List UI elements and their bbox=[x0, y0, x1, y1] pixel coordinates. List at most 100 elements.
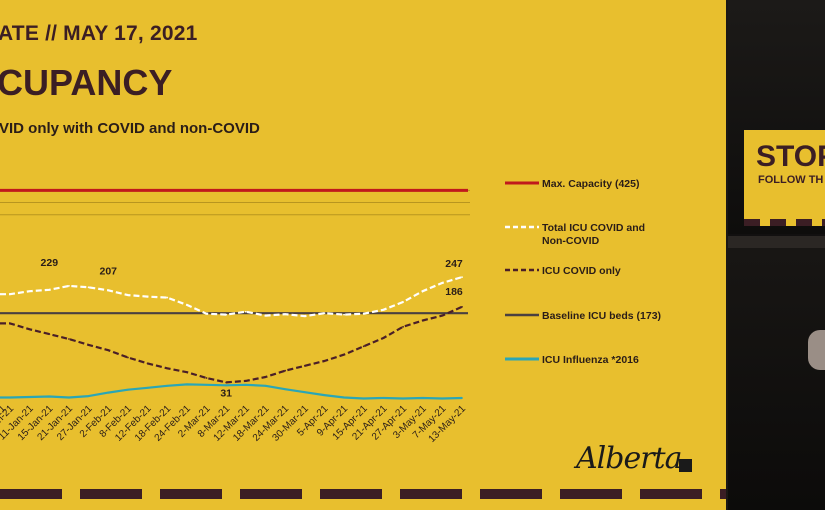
data-labels: 229 207 31 247 186 bbox=[41, 257, 463, 400]
series-2-point-7 bbox=[146, 386, 149, 389]
stop-sign-subtext: FOLLOW TH bbox=[758, 174, 824, 186]
data-label-0: 229 bbox=[41, 257, 59, 269]
page-title: CUPANCY bbox=[0, 62, 173, 103]
series-2-point-2 bbox=[48, 395, 51, 398]
chart-legend: Max. Capacity (425) Total ICU COVID andNo… bbox=[505, 178, 661, 366]
alberta-logo: Alberta bbox=[576, 441, 682, 476]
legend-label-1: Total ICU COVID and bbox=[542, 222, 645, 234]
series-1-point-15 bbox=[303, 364, 306, 367]
series-1-point-17 bbox=[343, 353, 345, 356]
series-1-point-14 bbox=[284, 369, 287, 372]
legend-label-4: ICU Influenza *2016 bbox=[542, 354, 639, 366]
series-1-point-7 bbox=[146, 362, 149, 365]
series-1-point-10 bbox=[205, 377, 208, 379]
series-2-point-8 bbox=[166, 384, 169, 387]
stop-sign-banner: STOP FOLLOW TH bbox=[744, 130, 825, 226]
legend-label-3: Baseline ICU beds (173) bbox=[542, 310, 661, 322]
series-1-point-12 bbox=[244, 380, 247, 382]
series-2-point-5 bbox=[107, 391, 110, 394]
series-2-point-10 bbox=[205, 383, 208, 386]
series-2-point-3 bbox=[68, 396, 70, 399]
webcam-panel: STOP FOLLOW TH bbox=[728, 0, 825, 510]
series-2-point-17 bbox=[343, 396, 345, 399]
series-1-point-20 bbox=[402, 325, 404, 328]
series-0-point-23 bbox=[461, 276, 463, 278]
page-subtitle: VID only with COVID and non-COVID bbox=[0, 120, 260, 137]
series-1-point-18 bbox=[362, 345, 365, 348]
series-1-point-21 bbox=[421, 319, 424, 322]
icu-occupancy-chart: 229 207 31 247 186 1-Jan-217-Jan-2111-Jan-21… bbox=[0, 178, 661, 445]
legend-label-0: Max. Capacity (425) bbox=[542, 178, 639, 190]
series-2-point-19 bbox=[382, 397, 385, 399]
series-0-point-18 bbox=[362, 312, 365, 315]
series-0-point-13 bbox=[264, 314, 267, 317]
series-0-point-5 bbox=[107, 289, 110, 292]
series-2-point-14 bbox=[284, 388, 287, 391]
series-line-0 bbox=[0, 276, 463, 318]
webcam-bottom-feed bbox=[728, 248, 825, 510]
series-2-point-23 bbox=[461, 397, 463, 399]
series-0-point-8 bbox=[166, 296, 169, 299]
update-date-header: ATE // MAY 17, 2021 bbox=[0, 22, 198, 45]
slide: ATE // MAY 17, 2021 CUPANCY VID only wit… bbox=[0, 0, 726, 510]
series-1-point-3 bbox=[68, 338, 70, 340]
series-0-point-14 bbox=[284, 313, 287, 316]
series-0-point-3 bbox=[68, 284, 70, 287]
series-2-point-22 bbox=[441, 397, 444, 400]
series-1-point-9 bbox=[185, 371, 188, 374]
sign-stripe-decoration bbox=[744, 219, 825, 226]
series-0-point-0 bbox=[9, 293, 11, 296]
series-0-point-1 bbox=[28, 290, 31, 293]
series-0-point-21 bbox=[421, 290, 424, 293]
series-2-point-16 bbox=[323, 394, 326, 396]
series-1-point-16 bbox=[323, 360, 326, 362]
series-0-point-9 bbox=[185, 303, 188, 306]
series-0-point-22 bbox=[441, 282, 444, 284]
series-1-point-13 bbox=[264, 376, 267, 378]
series-2-point-0 bbox=[9, 396, 11, 399]
alberta-logo-mark-icon bbox=[679, 459, 692, 472]
series-0-point-6 bbox=[127, 294, 129, 297]
series-1-point-0 bbox=[9, 322, 11, 325]
series-2-point-1 bbox=[28, 396, 31, 398]
series-2-point-18 bbox=[362, 397, 365, 400]
bottom-stripe-decoration bbox=[0, 489, 726, 499]
webcam-divider bbox=[728, 236, 825, 248]
legend-label-2: ICU COVID only bbox=[542, 265, 621, 277]
series-0-point-4 bbox=[87, 286, 90, 289]
series-2-point-12 bbox=[244, 383, 247, 386]
series-1-point-4 bbox=[87, 343, 90, 346]
series-0-point-2 bbox=[48, 288, 51, 291]
series-2-point-6 bbox=[127, 388, 129, 391]
series-0-point-15 bbox=[303, 315, 306, 318]
series-1-point-2 bbox=[48, 333, 51, 336]
series-0-point-11 bbox=[225, 313, 228, 316]
data-label-4: 186 bbox=[445, 286, 463, 298]
chart-grid bbox=[0, 189, 470, 216]
data-label-1: 207 bbox=[99, 266, 117, 278]
series-0-point-20 bbox=[402, 301, 404, 303]
reference-lines bbox=[0, 188, 468, 315]
series-0-point-10 bbox=[205, 312, 208, 315]
series-1-point-11 bbox=[225, 381, 228, 384]
data-label-2: 31 bbox=[220, 387, 232, 399]
series-0-point-16 bbox=[323, 312, 326, 315]
series-line-1 bbox=[0, 305, 463, 384]
series-0-point-7 bbox=[146, 295, 149, 298]
series-0-point-17 bbox=[343, 313, 345, 316]
series-2-point-4 bbox=[87, 395, 90, 397]
series-2-point-21 bbox=[421, 397, 424, 399]
x-axis-ticks: 1-Jan-217-Jan-2111-Jan-2115-Jan-2121-Jan… bbox=[0, 403, 468, 445]
data-label-3: 247 bbox=[445, 258, 463, 270]
stop-sign-text: STOP bbox=[756, 140, 825, 173]
series-1-point-5 bbox=[107, 349, 110, 352]
series-1-point-22 bbox=[441, 314, 444, 317]
series-1-point-23 bbox=[461, 305, 463, 308]
series-2-point-11 bbox=[225, 384, 228, 387]
chart-series bbox=[0, 276, 463, 400]
series-1-point-8 bbox=[166, 367, 169, 370]
legend-label-1-line2: Non-COVID bbox=[542, 235, 600, 247]
series-2-point-13 bbox=[264, 384, 267, 387]
series-1-point-6 bbox=[127, 356, 129, 359]
series-2-point-9 bbox=[185, 383, 188, 386]
